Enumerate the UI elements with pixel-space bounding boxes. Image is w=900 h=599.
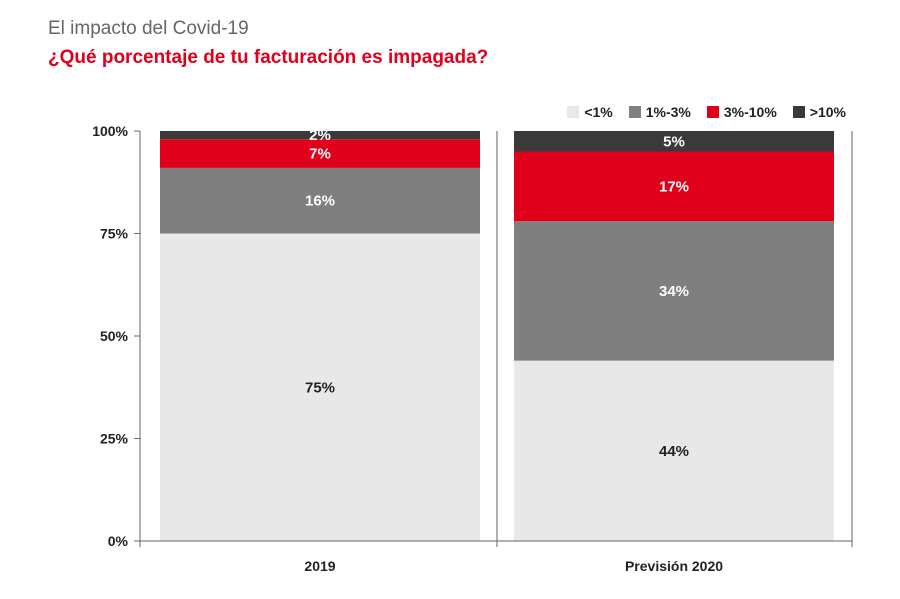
bar-segment-0-1 bbox=[160, 167, 480, 234]
data-label-1-0: 44% bbox=[659, 443, 689, 460]
legend-swatch-gt10 bbox=[792, 106, 805, 118]
bar-segment-0-3 bbox=[160, 131, 480, 140]
y-tick-label-2: 50% bbox=[100, 328, 129, 344]
bar-segment-1-0 bbox=[514, 360, 834, 541]
category-label-0: 2019 bbox=[304, 558, 335, 574]
bar-segment-1-3 bbox=[514, 131, 834, 152]
y-tick-label-1: 25% bbox=[100, 431, 129, 447]
data-label-1-3: 5% bbox=[663, 133, 685, 150]
data-label-0-3: 2% bbox=[309, 127, 331, 144]
chart-title: El impacto del Covid-19 bbox=[48, 18, 249, 39]
data-label-0-1: 16% bbox=[305, 193, 335, 210]
legend-item-lt1: <1% bbox=[567, 104, 613, 120]
legend-label-3-10: 3%-10% bbox=[723, 104, 777, 120]
legend-swatch-1-3 bbox=[628, 106, 641, 118]
legend-item-3-10: 3%-10% bbox=[706, 104, 777, 120]
data-label-1-2: 17% bbox=[659, 178, 689, 195]
y-tick-label-3: 75% bbox=[100, 226, 129, 242]
legend-label-lt1: <1% bbox=[584, 104, 613, 120]
y-tick-label-4: 100% bbox=[92, 123, 128, 139]
bar-segment-0-2 bbox=[160, 139, 480, 168]
legend-label-1-3: 1%-3% bbox=[645, 104, 691, 120]
data-label-0-2: 7% bbox=[309, 146, 331, 163]
y-tick-label-0: 0% bbox=[108, 533, 129, 549]
bar-segment-0-0 bbox=[160, 233, 480, 541]
legend-label-gt10: >10% bbox=[809, 104, 846, 120]
legend-swatch-lt1 bbox=[567, 106, 580, 118]
chart-question: ¿Qué porcentaje de tu facturación es imp… bbox=[48, 47, 489, 68]
bar-segment-1-2 bbox=[514, 151, 834, 222]
legend: <1% 1%-3% 3%-10% >10% bbox=[567, 104, 846, 120]
data-label-0-0: 75% bbox=[305, 379, 335, 396]
legend-swatch-3-10 bbox=[706, 106, 719, 118]
bar-segment-1-1 bbox=[514, 221, 834, 361]
legend-item-gt10: >10% bbox=[792, 104, 846, 120]
legend-item-1-3: 1%-3% bbox=[628, 104, 691, 120]
data-label-1-1: 34% bbox=[659, 283, 689, 300]
category-label-1: Previsión 2020 bbox=[625, 558, 723, 574]
